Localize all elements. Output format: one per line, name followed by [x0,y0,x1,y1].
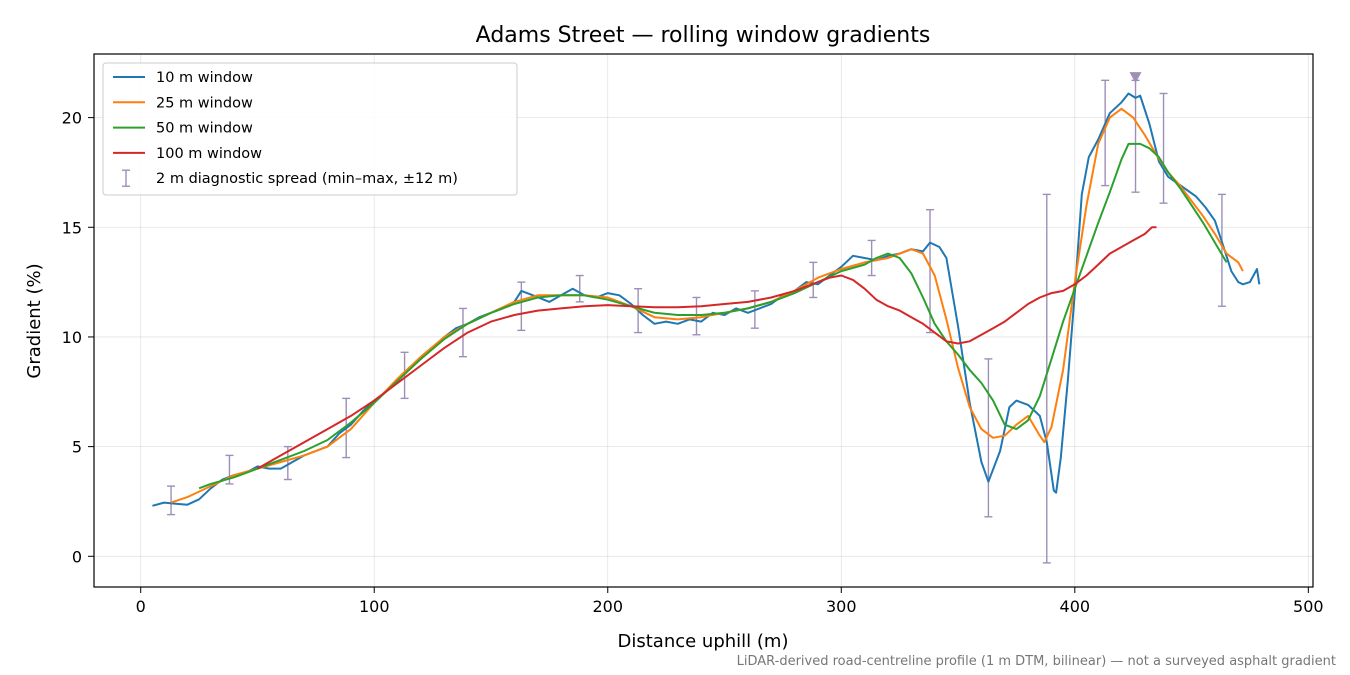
x-tick-label: 100 [359,597,390,616]
legend-label: 25 m window [156,95,253,111]
series-line-3 [198,142,1228,490]
x-axis-label: Distance uphill (m) [618,631,789,652]
y-tick-label: 20 [62,109,82,128]
diagnostic-spread-bar [1217,193,1226,307]
legend-label: 10 m window [156,70,253,86]
legend-label: 50 m window [156,121,253,137]
plot-area [152,72,1261,564]
chart-title: Adams Street — rolling window gradients [476,23,931,48]
diagnostic-spread-bar [1101,79,1110,187]
x-tick-label: 400 [1060,597,1091,616]
y-tick-label: 15 [62,218,82,237]
diagnostic-spread-bar [1159,92,1168,204]
y-tick-label: 10 [62,328,82,347]
diagnostic-spread-bar [167,485,176,516]
legend-label: 100 m window [156,146,262,162]
series-line-2 [170,107,1244,504]
x-tick-label: 500 [1293,597,1324,616]
diagnostic-spread-bar [984,358,993,518]
y-axis-label: Gradient (%) [24,263,45,378]
diagnostic-spread-bar [575,274,584,303]
ticks: 0 100 200 300 400 500 0 5 10 15 20 [62,109,1324,616]
diagnostic-spread-bar [1042,193,1051,564]
legend-item: 2 m diagnostic spread (min–max, ±12 m) [122,169,458,187]
x-tick-label: 0 [136,597,146,616]
legend: 10 m window 25 m window 50 m window 100 m w… [102,62,518,196]
legend-item: 100 m window [113,146,262,162]
footnote: LiDAR-derived road-centreline profile (1… [737,654,1336,669]
legend-box [102,62,518,196]
peak-marker [1129,72,1142,84]
legend-item: 50 m window [113,121,253,137]
legend-item: 10 m window [113,70,253,86]
x-tick-label: 200 [592,597,623,616]
y-tick-label: 0 [72,547,82,566]
diagnostic-spread-bar [458,307,467,358]
legend-label: 2 m diagnostic spread (min–max, ±12 m) [156,171,458,187]
diagnostic-spread-bar [867,239,876,277]
x-tick-label: 300 [826,597,857,616]
axes-frame [93,53,1314,588]
y-tick-label: 5 [72,438,82,457]
series-line-4 [257,226,1157,470]
diagnostic-spread-bar [692,296,701,336]
legend-item: 25 m window [113,95,253,111]
